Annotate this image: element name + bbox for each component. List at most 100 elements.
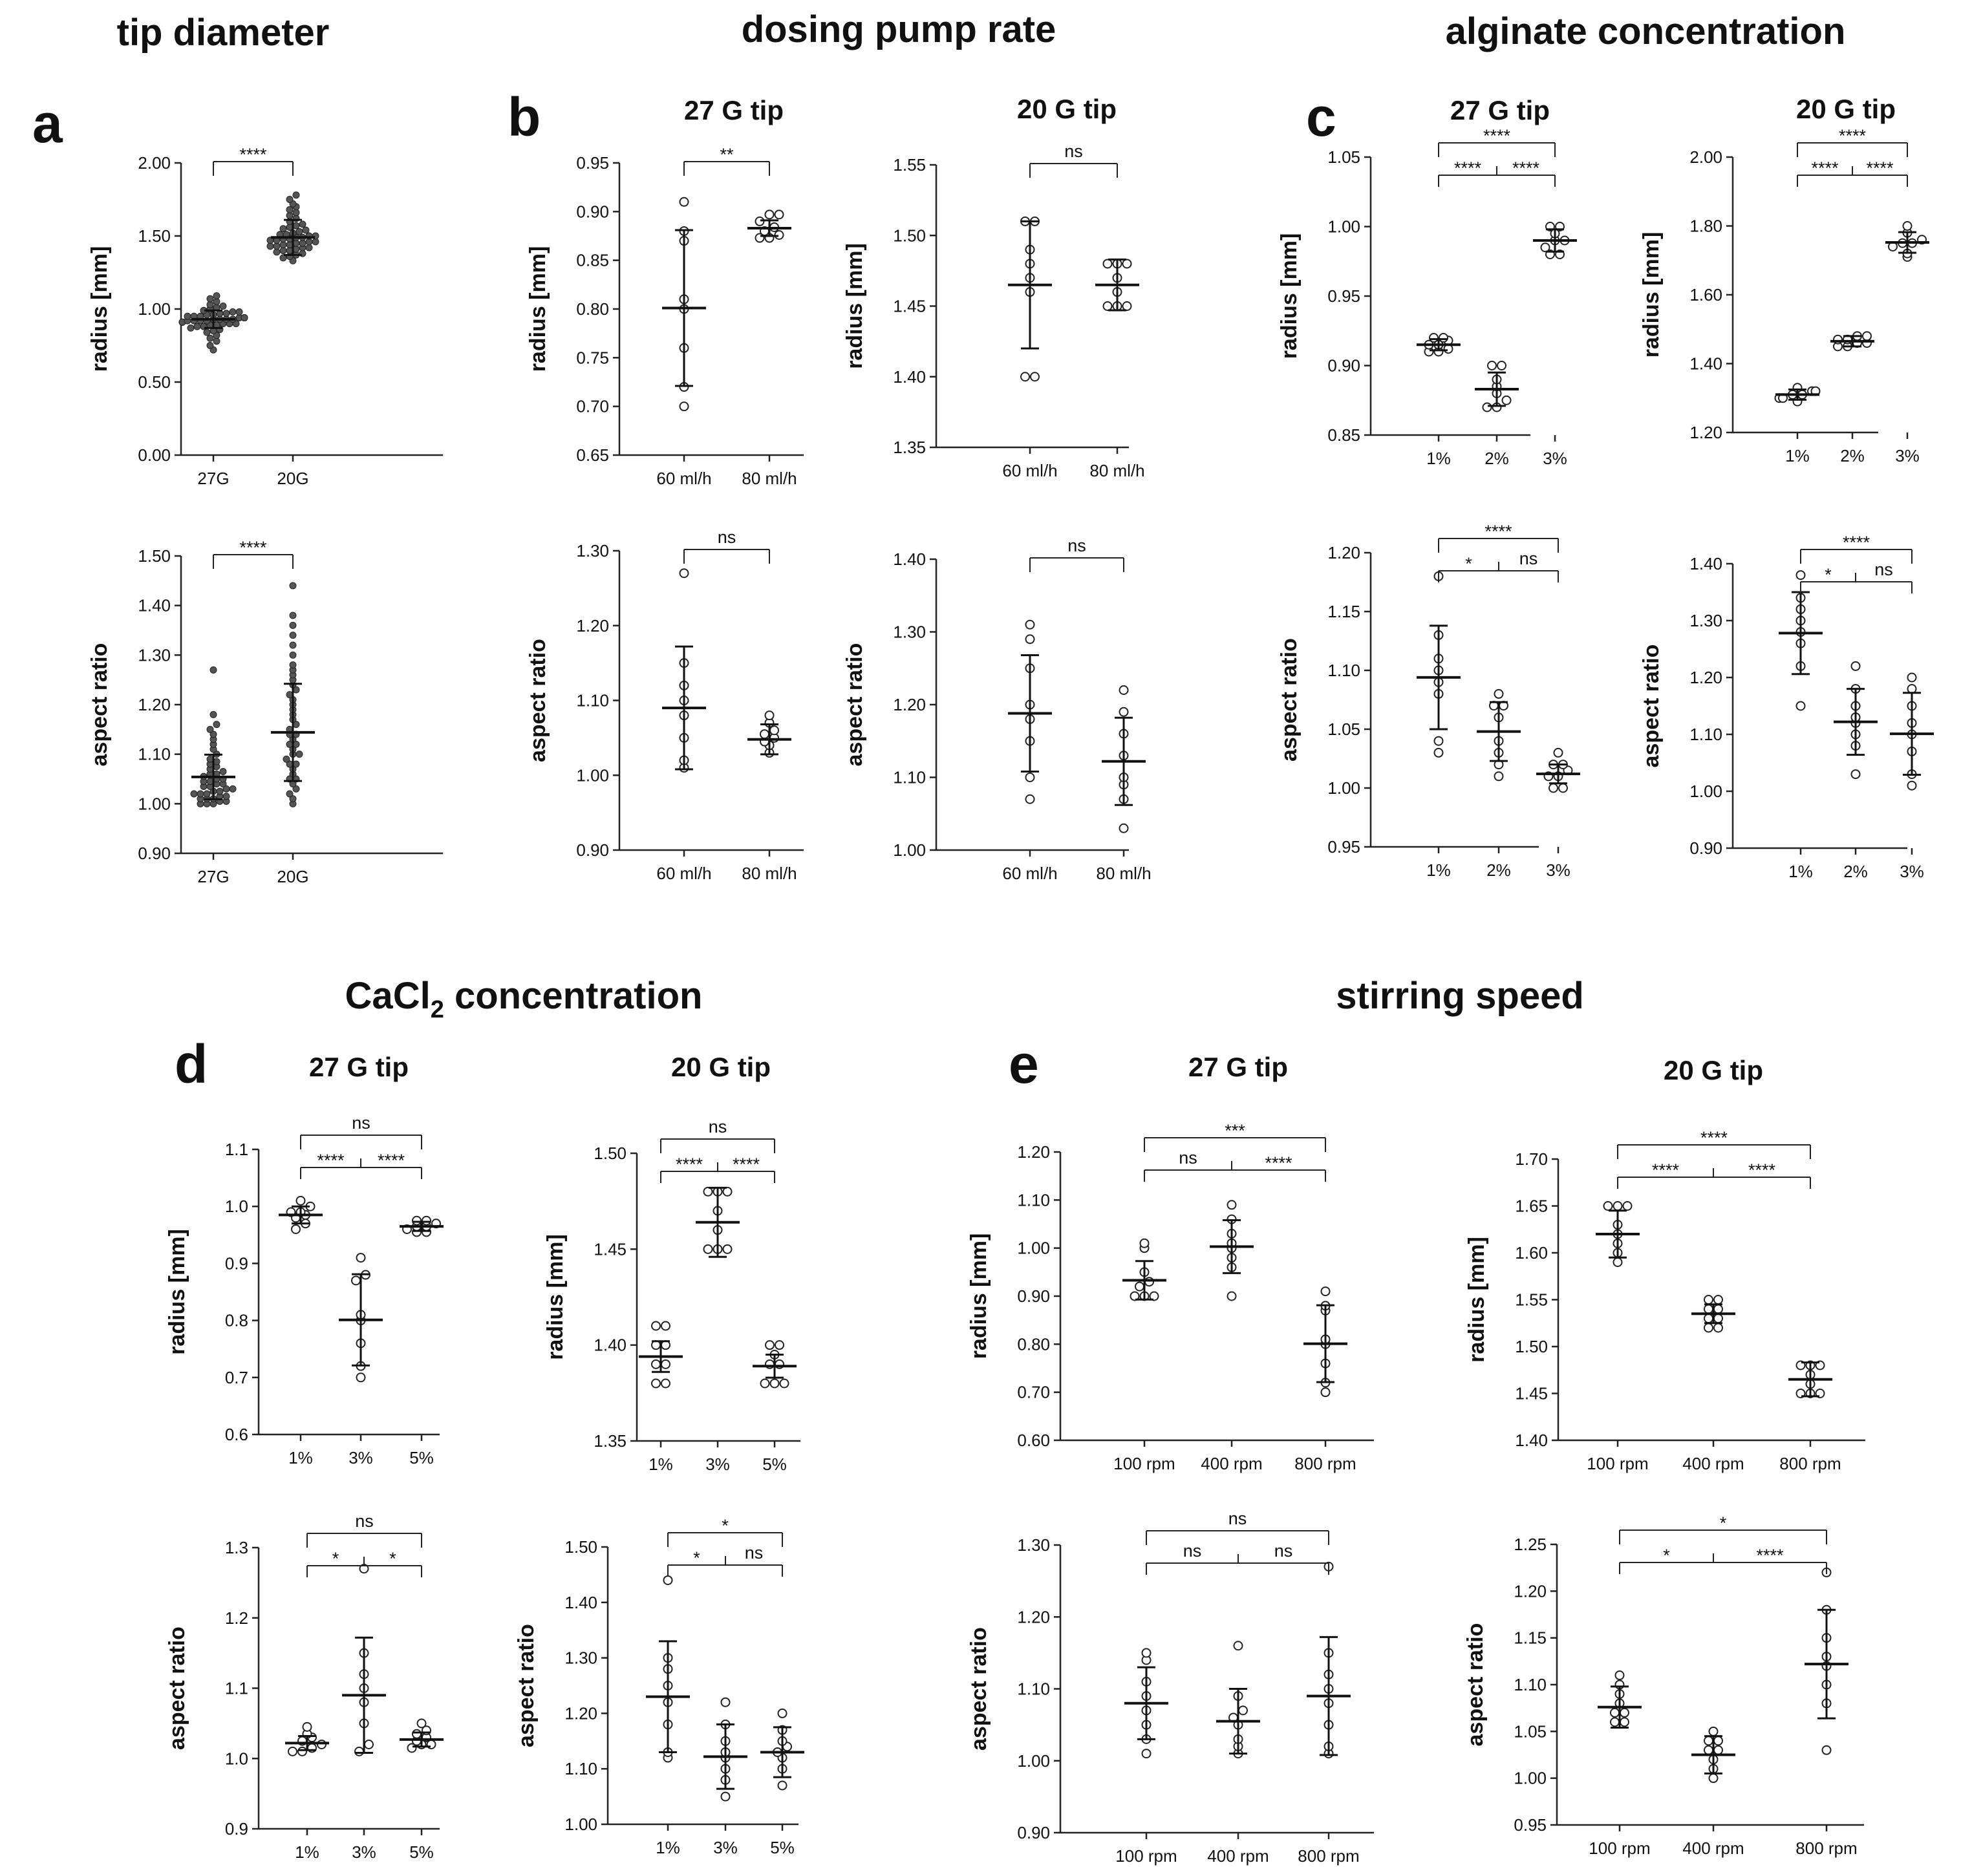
data-point [1130,1291,1140,1301]
sig-label: * [332,1549,339,1568]
data-point [312,238,319,246]
y-tick-label: 1.0 [225,1197,248,1216]
data-point [286,196,294,203]
y-axis-label: radius [mm] [1277,233,1302,359]
x-tick-label: 400 rpm [1201,1454,1262,1473]
y-tick-label: 1.80 [1689,217,1722,236]
y-tick-label: 0.90 [1017,1286,1050,1306]
y-tick-label: 1.20 [564,1703,597,1723]
data-point [206,334,214,342]
x-tick-label: 400 rpm [1682,1839,1744,1858]
chart-a-aspect: 0.90 1.00 1.10 1.20 1.30 1.40 1.50 aspect ratio… [87,538,443,886]
y-axis-label: aspect ratio [514,1624,539,1747]
data-point [775,1340,784,1350]
data-point [1497,361,1506,370]
data-point [288,1746,297,1756]
y-tick-label: 1.45 [594,1239,627,1259]
x-tick-label: 27G [197,469,229,488]
data-point [1482,402,1492,412]
data-point [1713,1295,1723,1305]
x-tick-label: 1% [656,1838,680,1857]
x-tick-label: 1% [1426,860,1451,880]
data-point [769,725,779,736]
data-point [412,1729,422,1739]
data-point [1102,259,1113,269]
sig-label: **** [1454,158,1482,178]
data-point [1553,747,1563,758]
data-point [777,1708,788,1718]
y-tick-label: 1.30 [564,1648,597,1668]
data-point [1320,1387,1331,1398]
y-tick-label: 1.20 [1514,1581,1547,1601]
y-tick-label: 1.50 [564,1537,597,1557]
y-tick-label: 1.10 [893,768,926,787]
chart-a-radius: 0.00 0.50 1.00 1.50 2.00 radius [mm] 27G 20G ***… [87,145,443,488]
y-tick-label: 1.00 [138,794,171,813]
x-tick-label: 100 rpm [1587,1454,1648,1473]
data-point [209,710,217,718]
x-tick-label: 2% [1484,449,1509,468]
data-point [1233,1641,1243,1651]
y-tick-label: 1.00 [1514,1769,1547,1788]
sig-label: **** [239,538,267,557]
data-point [292,191,300,199]
x-tick-label: 1% [1785,446,1810,465]
y-tick-label: 0.70 [576,397,609,416]
data-point [1613,1201,1623,1211]
data-point [1862,331,1872,341]
y-tick-label: 1.20 [1689,668,1722,687]
data-point [663,1575,673,1585]
cacl2-text: CaCl [345,975,431,1017]
data-point [206,295,214,303]
sig-label: ns [1874,560,1893,579]
data-point [755,216,765,226]
data-point [295,1195,306,1206]
data-point [289,621,297,629]
y-tick-label: 1.05 [1514,1721,1547,1741]
data-point [297,1746,307,1756]
data-point [317,1740,327,1749]
x-tick-label: 20G [277,867,308,886]
y-tick-label: 0.90 [1689,838,1722,858]
data-point [1238,1705,1248,1716]
data-point [1433,747,1444,758]
data-point [1119,685,1129,695]
y-tick-label: 1.1 [225,1679,248,1698]
y-tick-label: 1.1 [225,1140,248,1159]
data-point [1439,333,1448,343]
data-point [774,209,784,220]
x-tick-label: 60 ml/h [1002,461,1057,480]
y-tick-label: 1.10 [1017,1679,1050,1699]
data-point [1713,1736,1723,1746]
y-tick-label: 0.90 [1017,1823,1050,1842]
data-point [1620,1717,1629,1727]
data-point [292,209,300,217]
x-tick-label: 2% [1843,862,1868,881]
y-tick-label: 1.40 [1689,354,1722,374]
y-tick-label: 0.8 [225,1311,248,1330]
y-tick-label: 1.10 [1327,661,1360,680]
x-tick-label: 1% [1788,862,1813,881]
y-tick-label: 1.20 [1017,1607,1050,1626]
data-point [1603,1201,1613,1211]
subtitle-b-27g: 27 G tip [684,95,784,125]
y-tick-label: 1.50 [138,226,171,246]
data-point [1850,769,1861,780]
data-point [1144,1277,1154,1287]
data-point [1433,736,1444,746]
data-point [774,229,784,240]
subtitle-c-20g: 20 G tip [1796,94,1896,124]
data-point [289,612,297,619]
cacl2-subscript: 2 [431,996,444,1023]
data-point [1713,1745,1723,1755]
subtitle-d-20g: 20 G tip [671,1052,771,1082]
x-tick-label: 27G [197,867,229,886]
chart-e20-radius: 1.40 1.45 1.50 1.55 1.60 1.65 1.70 radius [mm] 1… [1464,1128,1865,1473]
section-title-cacl2-concentration: CaCl2 concentration [345,975,703,1023]
sig-label: ns [1228,1509,1247,1528]
data-point [422,1215,431,1226]
data-point [412,1215,422,1226]
x-tick-label: 1% [648,1455,673,1474]
sig-label: **** [1811,158,1839,178]
data-point [219,302,227,310]
